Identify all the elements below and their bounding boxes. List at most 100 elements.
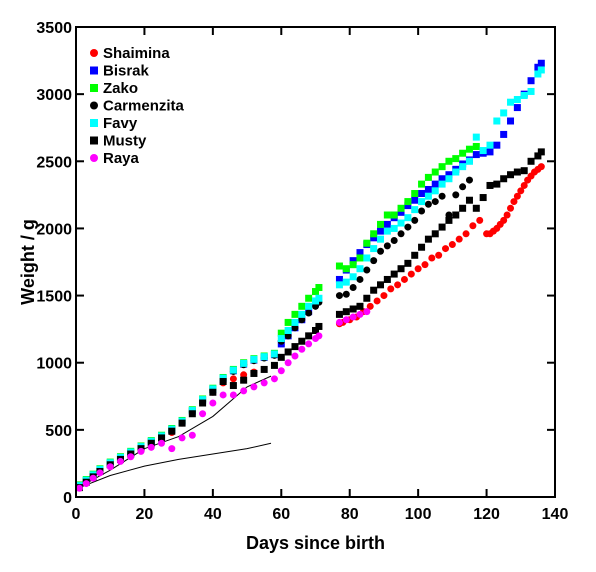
point-favy-55 [520, 91, 528, 99]
point-favy-58 [537, 66, 545, 74]
point-carmenzita-47 [465, 176, 473, 184]
point-shaimina-46 [500, 216, 508, 224]
point-favy-29 [342, 278, 350, 286]
point-bisrak-36 [397, 208, 405, 216]
point-shaimina-36 [448, 241, 456, 249]
point-bisrak-57 [537, 59, 545, 67]
point-musty-39 [411, 251, 419, 259]
point-musty-38 [404, 259, 412, 267]
point-carmenzita-39 [411, 216, 419, 224]
point-shaimina-26 [380, 292, 388, 300]
point-raya-11 [178, 434, 186, 442]
point-musty-30 [349, 305, 357, 313]
point-musty-27 [315, 322, 323, 330]
point-zako-21 [277, 329, 285, 337]
point-zako-46 [459, 149, 467, 157]
point-musty-46 [459, 204, 467, 212]
x-tick-label-5: 100 [405, 506, 432, 523]
y-tick-label-0: 0 [63, 490, 72, 507]
point-raya-6 [127, 453, 135, 461]
legend-item-musty: Musty [90, 133, 147, 150]
point-zako-43 [438, 163, 446, 171]
point-musty-29 [342, 308, 350, 316]
point-shaimina-16 [229, 375, 237, 383]
point-shaimina-32 [421, 261, 429, 269]
point-raya-23 [291, 352, 299, 360]
legend-marker-raya [90, 154, 98, 162]
point-shaimina-40 [476, 216, 484, 224]
point-musty-51 [493, 180, 501, 188]
series-raya [75, 308, 371, 492]
point-musty-57 [534, 152, 542, 160]
point-shaimina-48 [507, 204, 515, 212]
point-favy-19 [260, 353, 268, 361]
point-bisrak-39 [418, 190, 426, 198]
point-musty-55 [520, 167, 528, 175]
point-shaimina-25 [373, 297, 381, 305]
legend-item-shaimina: Shaimina [90, 45, 170, 62]
point-bisrak-50 [493, 141, 501, 149]
point-carmenzita-44 [445, 211, 453, 219]
point-favy-50 [486, 141, 494, 149]
point-favy-18 [250, 355, 258, 363]
point-musty-44 [445, 216, 453, 224]
legend-marker-musty [90, 136, 98, 145]
point-carmenzita-46 [459, 183, 467, 191]
point-favy-48 [472, 133, 480, 141]
point-shaimina-34 [435, 251, 443, 259]
point-raya-9 [158, 439, 166, 447]
point-raya-19 [260, 379, 268, 387]
point-musty-34 [377, 281, 385, 289]
point-zako-47 [465, 145, 473, 153]
legend-label-carmenzita: Carmenzita [103, 98, 185, 115]
point-musty-8 [147, 439, 155, 447]
point-musty-58 [537, 148, 545, 156]
point-shaimina-52 [520, 181, 528, 189]
point-zako-44 [445, 157, 453, 165]
y-tick-label-6: 3000 [36, 87, 72, 104]
x-tick-label-3: 60 [272, 506, 290, 523]
point-bisrak-27 [335, 275, 343, 283]
point-favy-41 [424, 192, 432, 200]
point-musty-13 [199, 399, 207, 407]
point-favy-24 [298, 310, 306, 318]
point-carmenzita-25 [305, 309, 313, 317]
point-musty-54 [513, 168, 521, 176]
point-favy-47 [465, 157, 473, 165]
point-zako-48 [472, 143, 480, 151]
point-bisrak-30 [356, 249, 364, 257]
point-zako-38 [404, 198, 412, 206]
legend-marker-bisrak [90, 66, 98, 75]
point-bisrak-51 [500, 130, 508, 138]
point-musty-42 [431, 230, 439, 238]
point-raya-16 [229, 391, 237, 399]
point-raya-25 [305, 340, 313, 348]
point-raya-15 [219, 391, 227, 399]
point-carmenzita-31 [356, 275, 364, 283]
legend-label-zako: Zako [103, 80, 138, 97]
legend-label-musty: Musty [103, 133, 147, 150]
legend-marker-carmenzita [90, 101, 98, 110]
point-shaimina-24 [366, 302, 374, 310]
x-tick-label-7: 140 [542, 506, 569, 523]
point-musty-19 [260, 365, 268, 373]
point-musty-28 [335, 310, 343, 318]
point-shaimina-37 [455, 235, 463, 243]
point-zako-29 [342, 265, 350, 273]
point-favy-57 [534, 70, 542, 78]
point-carmenzita-32 [363, 266, 371, 274]
point-shaimina-29 [400, 275, 408, 283]
point-favy-42 [431, 187, 439, 195]
point-zako-33 [370, 230, 378, 238]
point-musty-40 [418, 243, 426, 251]
point-favy-52 [500, 109, 508, 117]
legend-marker-zako [90, 84, 98, 92]
y-axis-title: Weight / g [18, 219, 38, 305]
point-raya-20 [270, 375, 278, 383]
legend-marker-shaimina [90, 49, 98, 57]
point-raya-17 [240, 387, 248, 395]
point-favy-28 [335, 281, 343, 289]
point-carmenzita-37 [397, 230, 405, 238]
point-bisrak-43 [445, 171, 453, 179]
legend-marker-favy [90, 119, 98, 127]
